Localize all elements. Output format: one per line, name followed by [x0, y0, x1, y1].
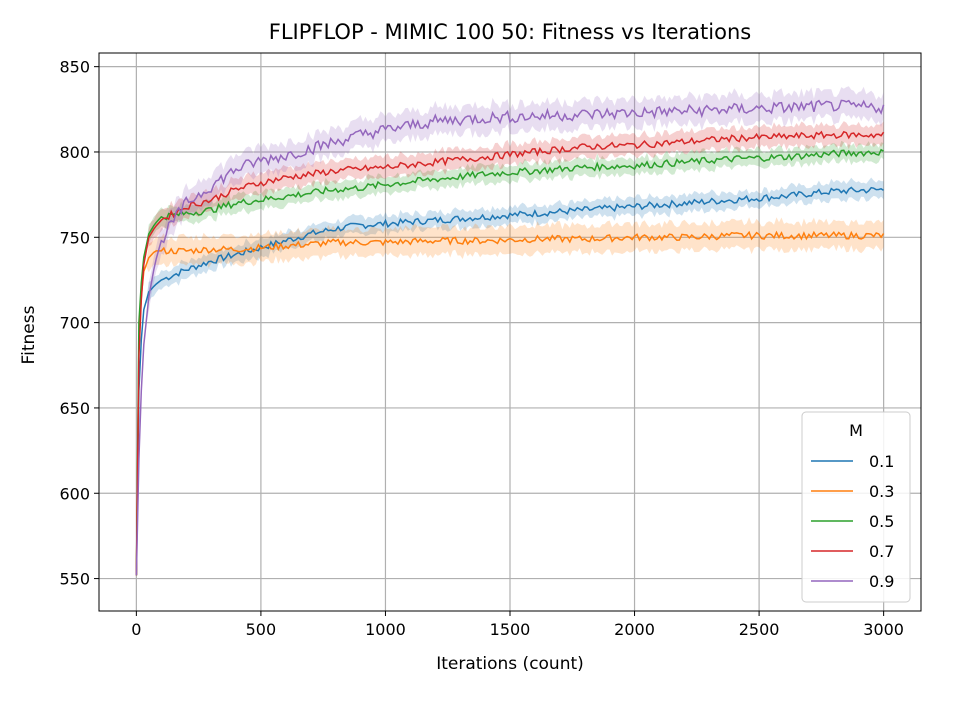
y-axis-ticks: 550 600 650 700 750 800 850	[59, 58, 99, 589]
legend-title: M	[849, 421, 863, 440]
y-tick-label: 650	[59, 399, 90, 418]
chart-title: FLIPFLOP - MIMIC 100 50: Fitness vs Iter…	[269, 20, 751, 44]
x-tick-label: 1500	[490, 620, 531, 639]
x-axis-label: Iterations (count)	[436, 654, 584, 674]
legend-label-m-0.5: 0.5	[869, 512, 894, 531]
y-tick-label: 600	[59, 484, 90, 503]
legend-label-m-0.7: 0.7	[869, 542, 894, 561]
band-m-0.3	[136, 217, 884, 578]
legend-box	[801, 411, 911, 603]
legend-label-m-0.3: 0.3	[869, 482, 894, 501]
x-axis-ticks: 0 500 1000 1500 2000 2500 3000	[131, 611, 904, 639]
x-tick-label: 1000	[365, 620, 406, 639]
y-axis-label: Fitness	[19, 305, 39, 364]
y-tick-label: 750	[59, 228, 90, 247]
x-tick-label: 0	[131, 620, 141, 639]
legend: M 0.1 0.3 0.5 0.7 0.9	[801, 411, 911, 603]
series-line-m-0.3	[135, 230, 885, 576]
y-tick-label: 700	[59, 314, 90, 333]
y-tick-label: 800	[59, 143, 90, 162]
series-line-m-0.9	[135, 99, 885, 576]
series-line-m-0.7	[135, 130, 885, 576]
y-tick-label: 550	[59, 570, 90, 589]
x-tick-label: 2000	[614, 620, 655, 639]
x-tick-label: 2500	[739, 620, 780, 639]
series-line-m-0.1	[135, 186, 884, 576]
legend-label-m-0.1: 0.1	[869, 452, 894, 471]
confidence-bands	[136, 86, 884, 579]
legend-items: 0.1 0.3 0.5 0.7 0.9	[811, 452, 894, 591]
legend-label-m-0.9: 0.9	[869, 572, 894, 591]
x-tick-label: 500	[246, 620, 277, 639]
grid	[99, 53, 921, 611]
y-tick-label: 850	[59, 58, 90, 77]
series-line-m-0.5	[135, 148, 884, 576]
series-lines	[135, 99, 885, 576]
x-tick-label: 3000	[863, 620, 904, 639]
